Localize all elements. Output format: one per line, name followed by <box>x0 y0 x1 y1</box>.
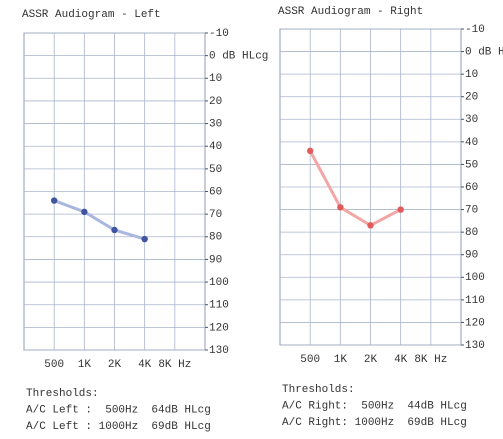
x-tick-label: 500 <box>44 359 64 371</box>
x-tick-label: 4K <box>138 359 152 371</box>
data-point <box>397 206 404 213</box>
y-tick-label: 10 <box>209 73 222 85</box>
y-tick-label: -10 <box>465 24 485 36</box>
y-tick-label: 100 <box>465 272 485 284</box>
y-tick-label: 120 <box>465 317 485 329</box>
y-tick-label: 20 <box>209 96 222 108</box>
y-tick-label: 70 <box>465 204 478 216</box>
y-tick-label: -10 <box>209 28 229 40</box>
y-tick-label: 30 <box>465 114 478 126</box>
chart-title: ASSR Audiogram - Left <box>22 9 161 21</box>
y-tick-label: 10 <box>465 69 478 81</box>
y-tick-label: 60 <box>209 186 222 198</box>
x-tick-label: 500 <box>300 354 320 366</box>
data-point <box>50 197 58 204</box>
y-tick-label: 80 <box>209 232 222 244</box>
thresholds-heading: Thresholds: <box>282 384 355 396</box>
y-tick-label: 50 <box>209 164 222 176</box>
threshold-line: A/C Right: 500Hz 44dB HLcg <box>282 400 467 412</box>
y-tick-label: 100 <box>209 277 229 289</box>
y-tick-label: 60 <box>465 182 478 194</box>
threshold-line: A/C Left : 1000Hz 69dB HLcg <box>26 421 211 433</box>
x-tick-label: 4K <box>394 354 408 366</box>
threshold-line: A/C Left : 500Hz 64dB HLcg <box>26 404 211 416</box>
y-tick-label: 120 <box>209 322 229 334</box>
x-tick-label: 2K <box>108 359 122 371</box>
y-tick-label: 80 <box>465 227 478 239</box>
threshold-line: A/C Right: 1000Hz 69dB HLcg <box>282 417 467 429</box>
y-tick-label: 110 <box>209 300 229 312</box>
thresholds-heading: Thresholds: <box>26 388 99 400</box>
y-tick-label: 110 <box>465 295 485 307</box>
data-point <box>141 235 148 243</box>
chart-title: ASSR Audiogram - Right <box>278 6 423 18</box>
y-tick-label: 130 <box>465 340 485 352</box>
data-point <box>337 204 344 211</box>
data-point <box>306 147 314 155</box>
x-tick-label: 8K Hz <box>414 354 447 366</box>
x-tick-label: 1K <box>334 354 348 366</box>
data-point <box>111 226 118 234</box>
data-point <box>81 208 88 216</box>
series-line <box>308 150 402 228</box>
x-tick-label: 8K Hz <box>158 359 191 371</box>
y-tick-label: 30 <box>209 118 222 130</box>
y-tick-label: 90 <box>209 254 222 266</box>
y-tick-label: 50 <box>465 159 478 171</box>
y-tick-label: 130 <box>209 345 229 357</box>
x-tick-label: 1K <box>78 359 92 371</box>
y-tick-label: 90 <box>465 250 478 262</box>
y-tick-label: 40 <box>465 137 478 149</box>
y-tick-label: 40 <box>209 141 222 153</box>
y-tick-label: 20 <box>465 92 478 104</box>
y-tick-label: 70 <box>209 209 222 221</box>
series-line <box>53 199 146 241</box>
data-point <box>367 222 374 229</box>
y-tick-label: 0 dB HLcg <box>465 46 503 58</box>
x-tick-label: 2K <box>364 354 378 366</box>
y-tick-label: 0 dB HLcg <box>209 51 268 63</box>
